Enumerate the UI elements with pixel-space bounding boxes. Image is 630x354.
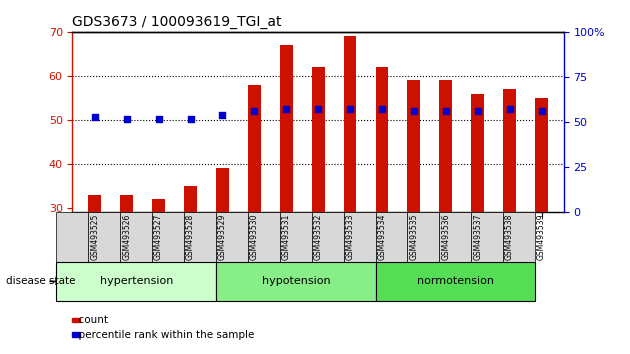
Point [537,108,547,114]
Bar [216,169,229,212]
Text: GSM493533: GSM493533 [346,214,355,261]
Bar [439,80,452,212]
Text: GSM493532: GSM493532 [314,214,323,261]
Bar [88,195,101,212]
Bar [535,98,548,212]
Bar [120,195,133,212]
Point [345,107,355,112]
Point [281,107,291,112]
Text: hypertension: hypertension [100,276,173,286]
Text: GSM493539: GSM493539 [537,214,546,261]
Point [377,107,387,112]
Text: GSM493525: GSM493525 [90,214,100,261]
Bar [184,186,197,212]
Text: GSM493530: GSM493530 [250,214,259,261]
Text: percentile rank within the sample: percentile rank within the sample [72,330,255,339]
Text: GSM493536: GSM493536 [441,214,450,261]
Text: GSM493527: GSM493527 [154,214,163,261]
Point [313,107,323,112]
Point [441,108,451,114]
Text: GSM493534: GSM493534 [377,214,386,261]
Point [122,116,132,121]
Bar [344,36,357,212]
Point [472,108,483,114]
Point [409,108,419,114]
Text: GSM493537: GSM493537 [473,214,482,261]
Point [154,116,164,121]
Text: GSM493526: GSM493526 [122,214,131,261]
Point [249,108,260,114]
Text: hypotension: hypotension [261,276,330,286]
Text: GSM493528: GSM493528 [186,214,195,260]
Bar [408,80,420,212]
Bar [248,85,261,212]
Text: disease state: disease state [6,276,76,286]
Bar [280,45,292,212]
Text: GSM493535: GSM493535 [410,214,418,261]
Text: GDS3673 / 100093619_TGI_at: GDS3673 / 100093619_TGI_at [72,16,282,29]
Point [185,116,195,121]
Point [505,107,515,112]
Text: count: count [72,315,108,325]
Bar [312,67,324,212]
Text: GSM493538: GSM493538 [505,214,514,261]
Text: normotension: normotension [417,276,494,286]
Bar [471,93,484,212]
Text: GSM493529: GSM493529 [218,214,227,261]
Point [89,114,100,120]
Text: GSM493531: GSM493531 [282,214,290,261]
Point [217,112,227,118]
Bar [152,199,165,212]
Bar [503,89,516,212]
Bar [375,67,388,212]
